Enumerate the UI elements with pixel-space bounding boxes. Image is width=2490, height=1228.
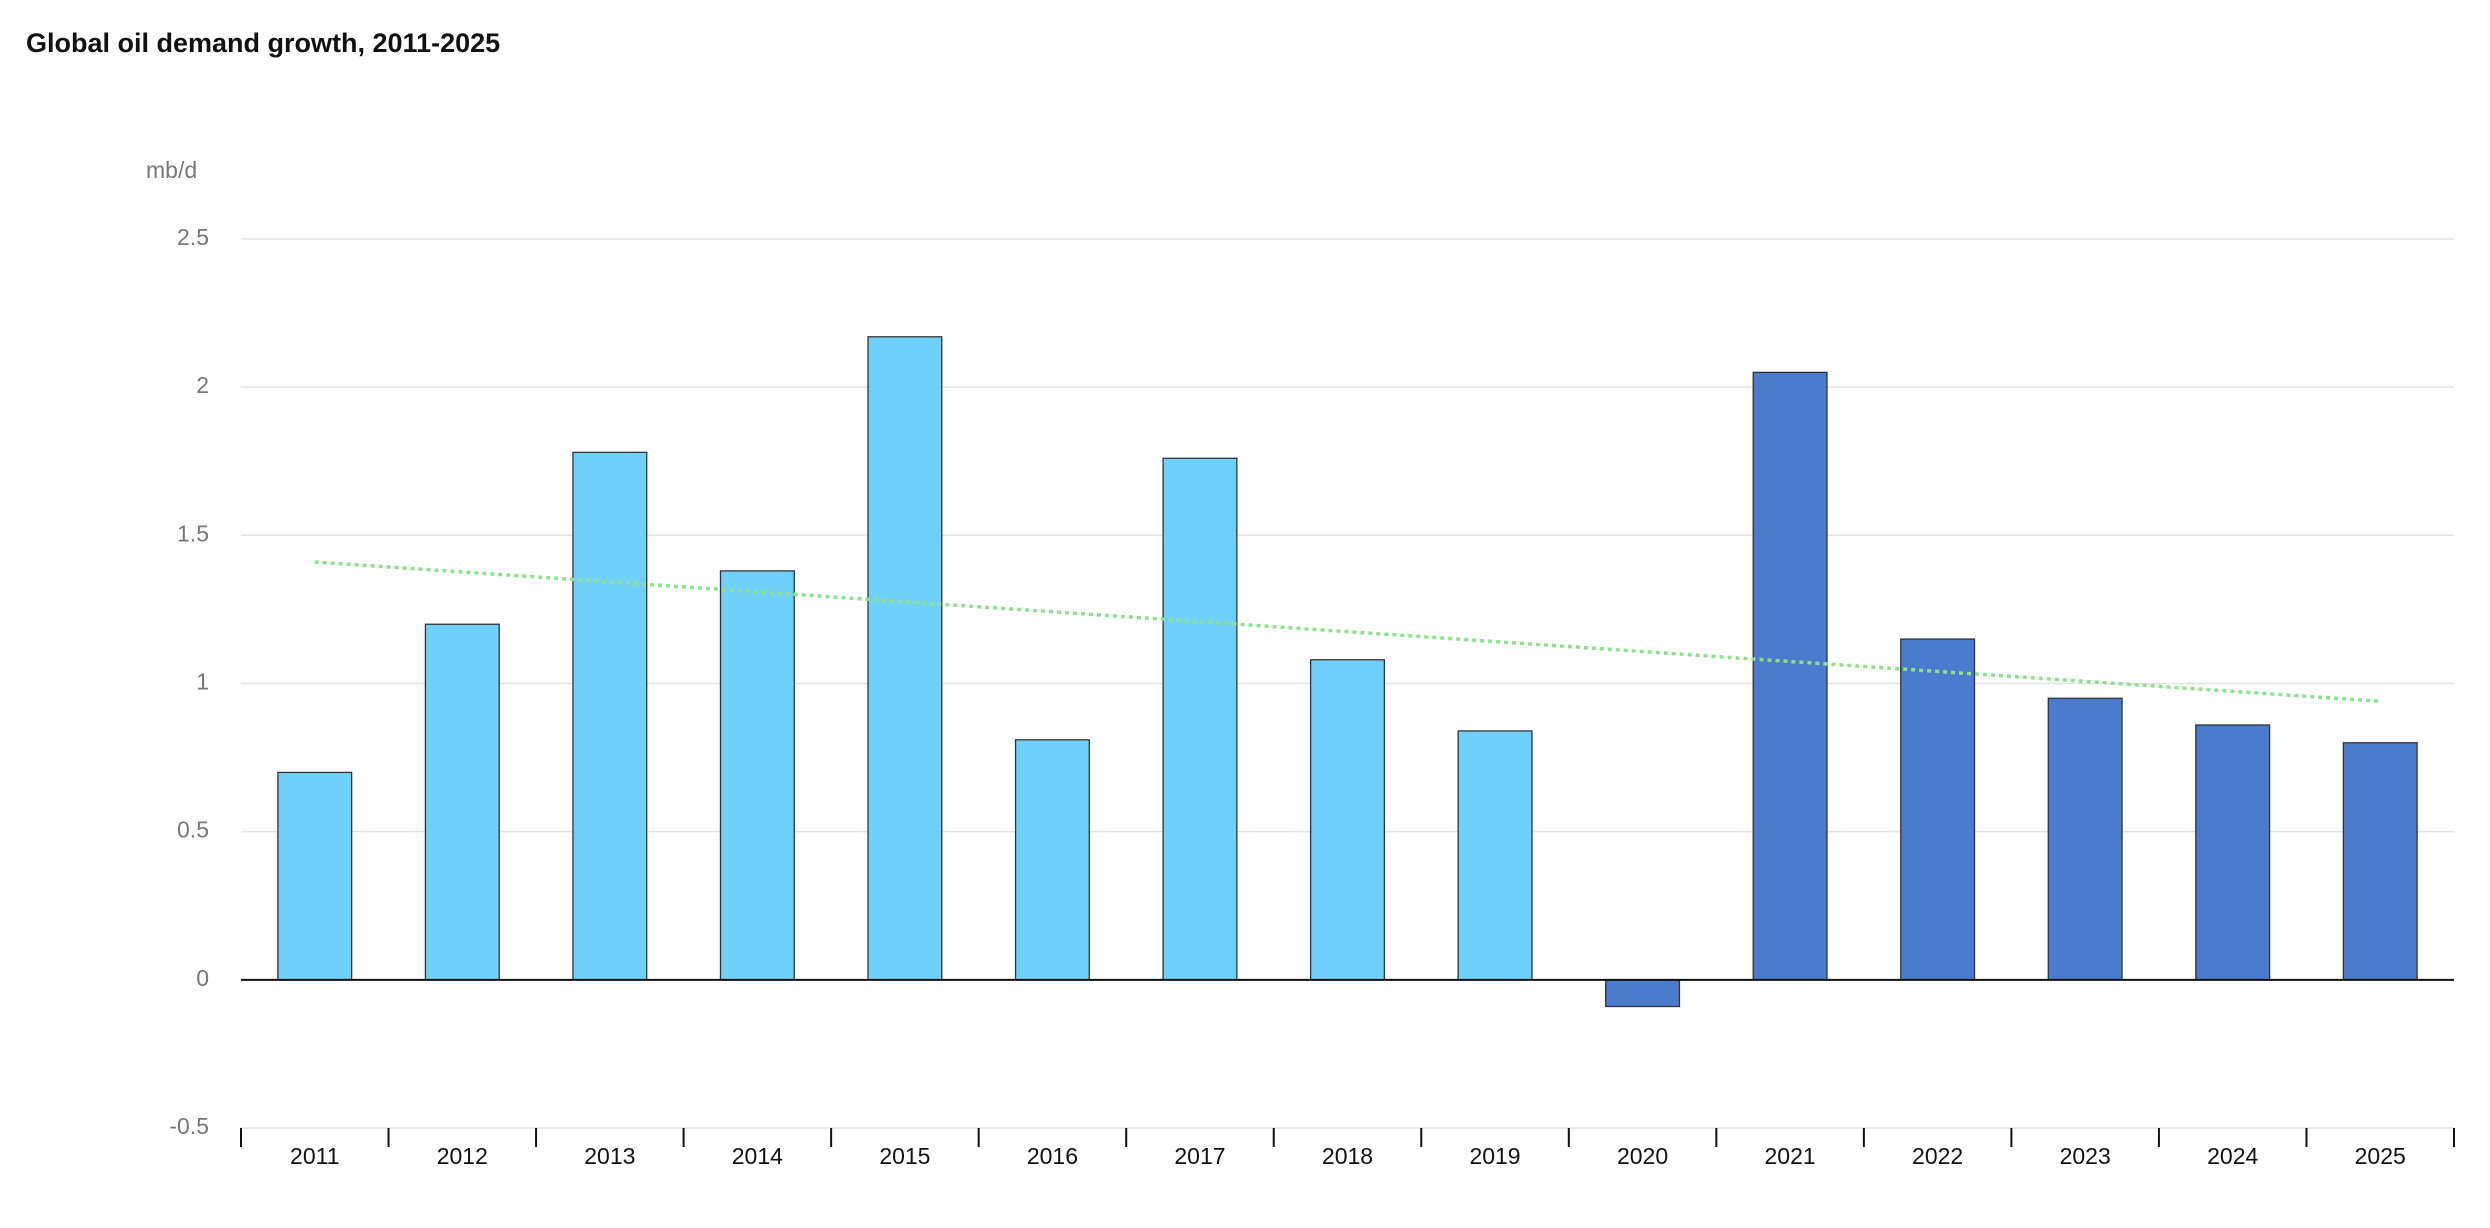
x-tick-label: 2016: [1027, 1143, 1078, 1169]
bar: [1752, 371, 1828, 981]
x-tick-label: 2011: [290, 1143, 339, 1169]
x-tick-label: 2019: [1469, 1143, 1520, 1169]
x-tick-label: 2018: [1322, 1143, 1373, 1169]
x-tick-label: 2022: [1912, 1143, 1963, 1169]
x-tick-label: 2017: [1174, 1143, 1225, 1169]
bar: [1457, 730, 1533, 981]
bar: [572, 451, 648, 981]
y-tick-label: 1.5: [177, 520, 209, 546]
y-tick-label: 0: [196, 965, 209, 991]
bar: [1014, 739, 1090, 981]
bar: [1309, 659, 1386, 981]
x-tick-label: 2025: [2355, 1143, 2406, 1169]
bar: [424, 623, 500, 981]
x-tick-label: 2012: [437, 1143, 488, 1169]
chart-title: Global oil demand growth, 2011-2025: [26, 28, 500, 58]
y-tick-label: 0.5: [177, 817, 209, 843]
bar: [867, 336, 943, 981]
trend-line: [314, 560, 2381, 704]
bar: [2047, 697, 2123, 981]
y-tick-label: 2.5: [177, 224, 209, 250]
x-tick-label: 2015: [879, 1143, 930, 1169]
x-tick-label: 2013: [584, 1143, 635, 1169]
bar: [1605, 979, 1681, 1008]
y-tick-label: 2: [196, 372, 209, 398]
y-axis-label: mb/d: [146, 157, 197, 183]
x-tick-label: 2023: [2060, 1143, 2111, 1169]
x-tick-label: 2014: [732, 1143, 783, 1169]
bar: [719, 570, 795, 981]
bar: [277, 771, 353, 981]
x-tick-label: 2024: [2207, 1143, 2258, 1169]
y-tick-label: 1: [196, 669, 209, 695]
y-tick-label: -0.5: [169, 1113, 209, 1139]
x-tick-label: 2020: [1617, 1143, 1668, 1169]
bar: [1900, 638, 1976, 981]
bar: [2342, 742, 2418, 981]
bar: [2195, 724, 2271, 981]
bar: [1162, 457, 1238, 981]
x-tick-label: 2021: [1765, 1143, 1816, 1169]
